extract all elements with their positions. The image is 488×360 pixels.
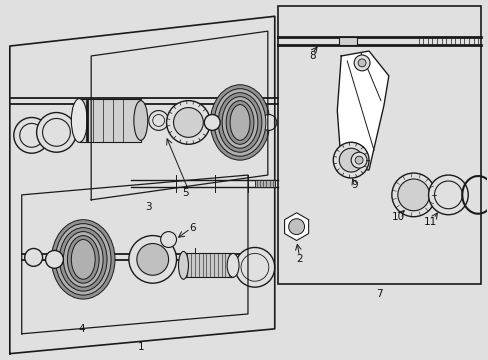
Circle shape <box>129 235 176 283</box>
Circle shape <box>241 253 268 281</box>
Ellipse shape <box>222 96 257 148</box>
Ellipse shape <box>71 239 95 279</box>
Text: 8: 8 <box>308 51 315 61</box>
Circle shape <box>397 179 428 211</box>
Circle shape <box>427 175 468 215</box>
Text: 2: 2 <box>296 255 302 264</box>
Ellipse shape <box>60 228 107 291</box>
Polygon shape <box>21 175 247 334</box>
Circle shape <box>434 181 461 209</box>
Ellipse shape <box>230 105 249 140</box>
Ellipse shape <box>134 100 147 140</box>
Ellipse shape <box>67 235 99 283</box>
Ellipse shape <box>51 220 115 299</box>
Bar <box>277 6 480 284</box>
Circle shape <box>357 59 366 67</box>
Circle shape <box>204 114 220 130</box>
Ellipse shape <box>178 251 188 279</box>
Circle shape <box>260 114 276 130</box>
Polygon shape <box>337 51 388 170</box>
Circle shape <box>235 247 274 287</box>
Circle shape <box>148 111 168 130</box>
Text: 10: 10 <box>391 212 405 222</box>
Ellipse shape <box>226 253 239 277</box>
Polygon shape <box>284 213 308 240</box>
Ellipse shape <box>55 224 111 295</box>
Circle shape <box>37 113 76 152</box>
Bar <box>339 37 356 45</box>
Text: 11: 11 <box>423 217 436 227</box>
Ellipse shape <box>214 89 265 156</box>
Circle shape <box>152 114 164 126</box>
Bar <box>254 180 274 187</box>
Circle shape <box>353 55 369 71</box>
Ellipse shape <box>218 93 262 152</box>
Circle shape <box>391 173 435 217</box>
Bar <box>183 253 233 277</box>
Ellipse shape <box>63 231 103 287</box>
Ellipse shape <box>225 100 253 144</box>
Text: 6: 6 <box>189 222 195 233</box>
Circle shape <box>350 152 366 168</box>
Circle shape <box>45 251 63 268</box>
Text: 1: 1 <box>137 342 144 352</box>
Text: 5: 5 <box>182 188 188 198</box>
Text: 9: 9 <box>351 180 358 190</box>
Text: 4: 4 <box>78 324 84 334</box>
Bar <box>79 99 141 142</box>
Polygon shape <box>10 16 274 354</box>
Polygon shape <box>91 31 267 200</box>
Ellipse shape <box>210 85 269 160</box>
Circle shape <box>354 156 362 164</box>
Circle shape <box>137 243 168 275</box>
Circle shape <box>161 231 176 247</box>
Text: 7: 7 <box>375 289 382 299</box>
Circle shape <box>42 118 70 146</box>
Circle shape <box>288 219 304 235</box>
Ellipse shape <box>71 99 87 142</box>
Circle shape <box>25 248 42 266</box>
Circle shape <box>14 117 49 153</box>
Circle shape <box>166 100 210 144</box>
Circle shape <box>173 108 203 137</box>
Circle shape <box>339 148 362 172</box>
Text: 3: 3 <box>145 202 152 212</box>
Circle shape <box>20 123 43 147</box>
Circle shape <box>333 142 368 178</box>
